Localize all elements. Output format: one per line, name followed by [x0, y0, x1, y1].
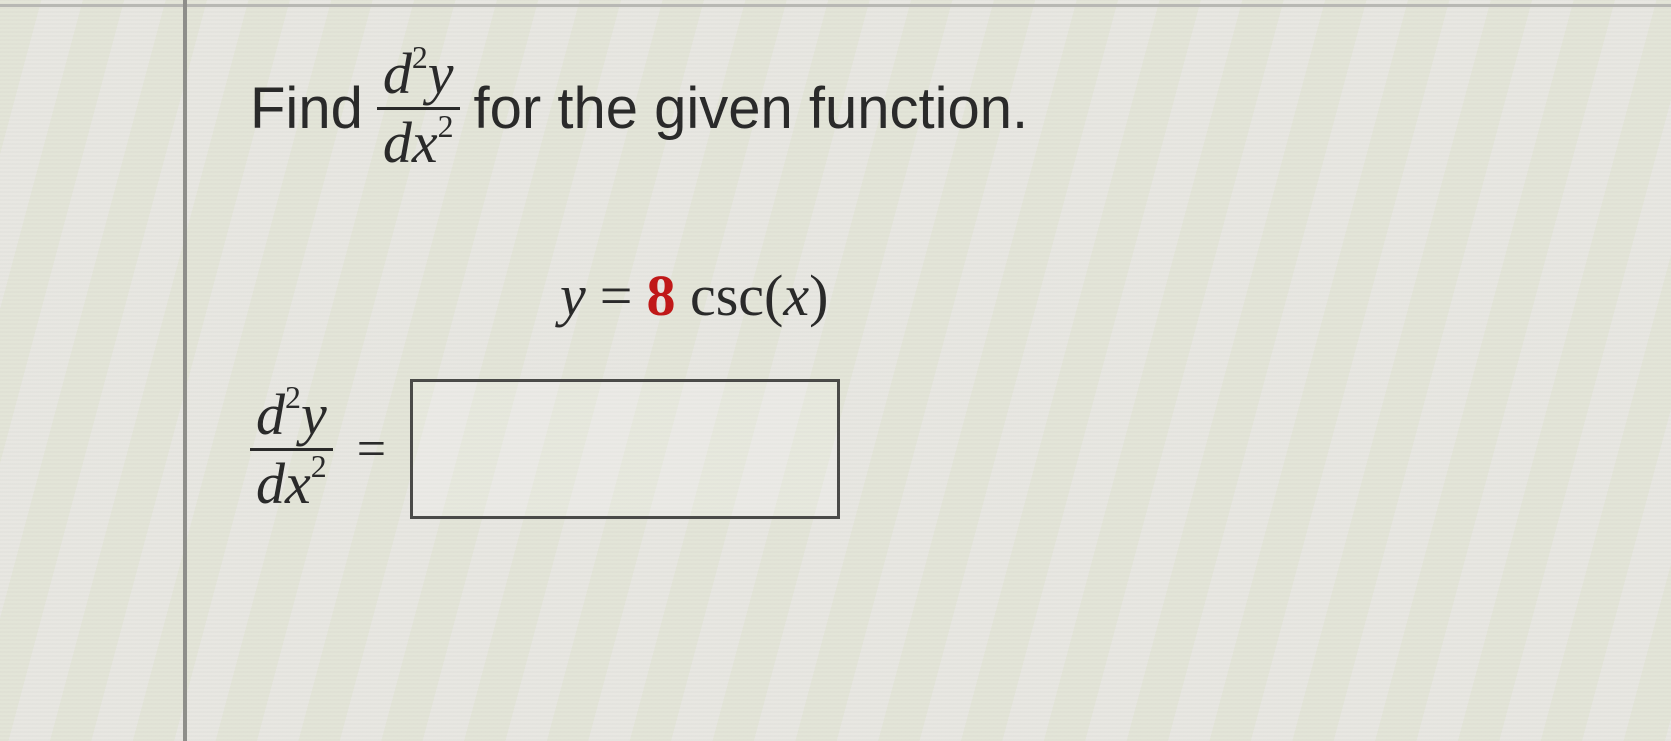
eq-lhs-var: y — [560, 263, 586, 328]
answer-line: d2y dx2 = — [250, 379, 1631, 519]
eq-arg-open: ( — [764, 263, 783, 328]
ans-den-dx: dx — [256, 451, 311, 516]
prompt-line: Find d2y dx2 for the given function. — [250, 45, 1631, 172]
answer-derivative-fraction: d2y dx2 — [250, 386, 333, 513]
eq-equals: = — [600, 263, 633, 328]
den-exp: 2 — [438, 109, 454, 144]
eq-arg-var: x — [783, 263, 809, 328]
find-word: Find — [250, 75, 363, 142]
num-exp: 2 — [412, 40, 428, 75]
num-y: y — [428, 41, 454, 106]
answer-frac-numerator: d2y — [250, 386, 333, 444]
ans-num-exp: 2 — [285, 380, 301, 415]
num-d: d — [383, 41, 412, 106]
eq-coefficient: 8 — [646, 263, 675, 328]
fraction-denominator: dx2 — [377, 114, 460, 172]
top-rule — [0, 4, 1671, 7]
for-text: for the given function. — [474, 75, 1029, 142]
problem-content: Find d2y dx2 for the given function. y=8… — [250, 45, 1631, 519]
ans-num-y: y — [301, 382, 327, 447]
ans-num-d: d — [256, 382, 285, 447]
ans-den-exp: 2 — [311, 449, 327, 484]
answer-equals: = — [357, 420, 386, 479]
eq-arg-close: ) — [809, 263, 828, 328]
eq-func: csc — [690, 263, 764, 328]
den-dx: dx — [383, 110, 438, 175]
answer-frac-denominator: dx2 — [250, 455, 333, 513]
answer-input[interactable] — [410, 379, 840, 519]
vertical-rule — [183, 0, 187, 741]
function-equation: y=8 csc(x) — [560, 262, 1631, 329]
fraction-numerator: d2y — [377, 45, 460, 103]
second-derivative-fraction: d2y dx2 — [377, 45, 460, 172]
